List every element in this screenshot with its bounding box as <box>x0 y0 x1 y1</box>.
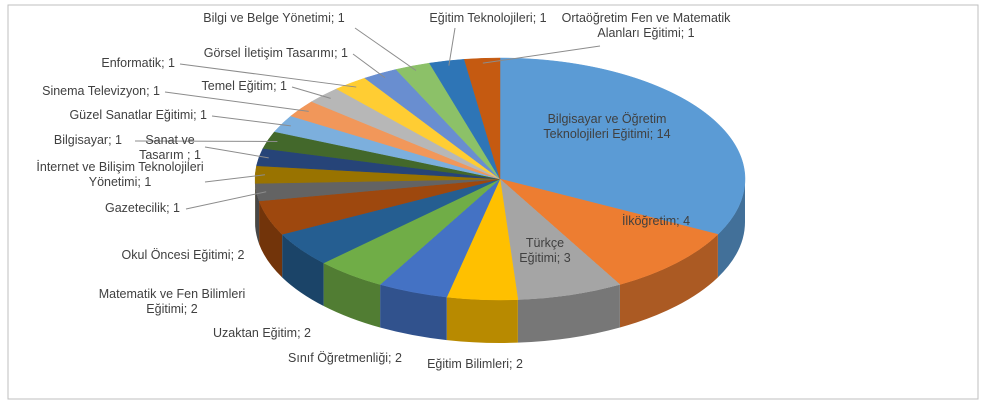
leader-line <box>211 115 291 127</box>
leader-line <box>204 174 266 183</box>
data-label: Gazetecilik; 1 <box>104 201 180 215</box>
data-label: Okul Öncesi Eğitimi; 2 <box>121 248 245 262</box>
slice-side <box>323 262 381 328</box>
leader-line <box>352 53 386 79</box>
slice-side <box>446 297 518 344</box>
slice <box>463 57 501 180</box>
slice-side <box>380 284 447 341</box>
leader-line <box>448 27 456 66</box>
data-label: Bilgisayar; 1 <box>53 133 122 147</box>
slice-side <box>619 234 718 328</box>
data-label: Eğitim Teknolojileri; 1 <box>429 11 547 25</box>
slice <box>499 178 719 285</box>
leader-line <box>291 86 331 99</box>
slice <box>499 178 621 300</box>
leader-line <box>179 63 357 88</box>
data-label: Görsel İletişim Tasarımı; 1 <box>203 46 348 60</box>
leader-line <box>482 45 601 64</box>
data-label: Ortaöğretim Fen ve Matematik Alanları Eğ… <box>561 11 731 40</box>
data-label: Eğitim Bilimleri; 2 <box>427 357 523 371</box>
slice-side <box>717 179 745 278</box>
data-label: Bilgisayar ve Öğretim Teknolojileri Eğit… <box>543 112 671 141</box>
slice <box>499 57 746 235</box>
data-label: Güzel Sanatlar Eğitimi; 1 <box>69 108 207 122</box>
data-label: Uzaktan Eğitim; 2 <box>213 326 311 340</box>
data-label: İlköğretim; 4 <box>621 214 691 228</box>
leader-line <box>164 91 309 112</box>
data-label: Enformatik; 1 <box>101 56 175 70</box>
slice-side <box>259 200 283 278</box>
data-label: Temel Eğitim; 1 <box>201 79 287 93</box>
data-label: İnternet ve Bilişim Teknolojileri Yöneti… <box>36 160 204 189</box>
leader-line <box>204 146 269 159</box>
data-label: Bilgi ve Belge Yönetimi; 1 <box>203 11 345 25</box>
slice-side <box>517 284 620 343</box>
leader-line <box>354 27 417 71</box>
slice-side <box>282 234 324 306</box>
data-label: Sınıf Öğretmenliği; 2 <box>288 351 402 365</box>
data-label: Matematik ve Fen Bilimleri Eğitimi; 2 <box>98 287 246 316</box>
leader-line <box>185 191 267 210</box>
data-label: Sinema Televizyon; 1 <box>42 84 160 98</box>
data-label: Türkçe Eğitimi; 3 <box>519 236 571 265</box>
data-label: Sanat ve Tasarım ; 1 <box>139 133 201 162</box>
